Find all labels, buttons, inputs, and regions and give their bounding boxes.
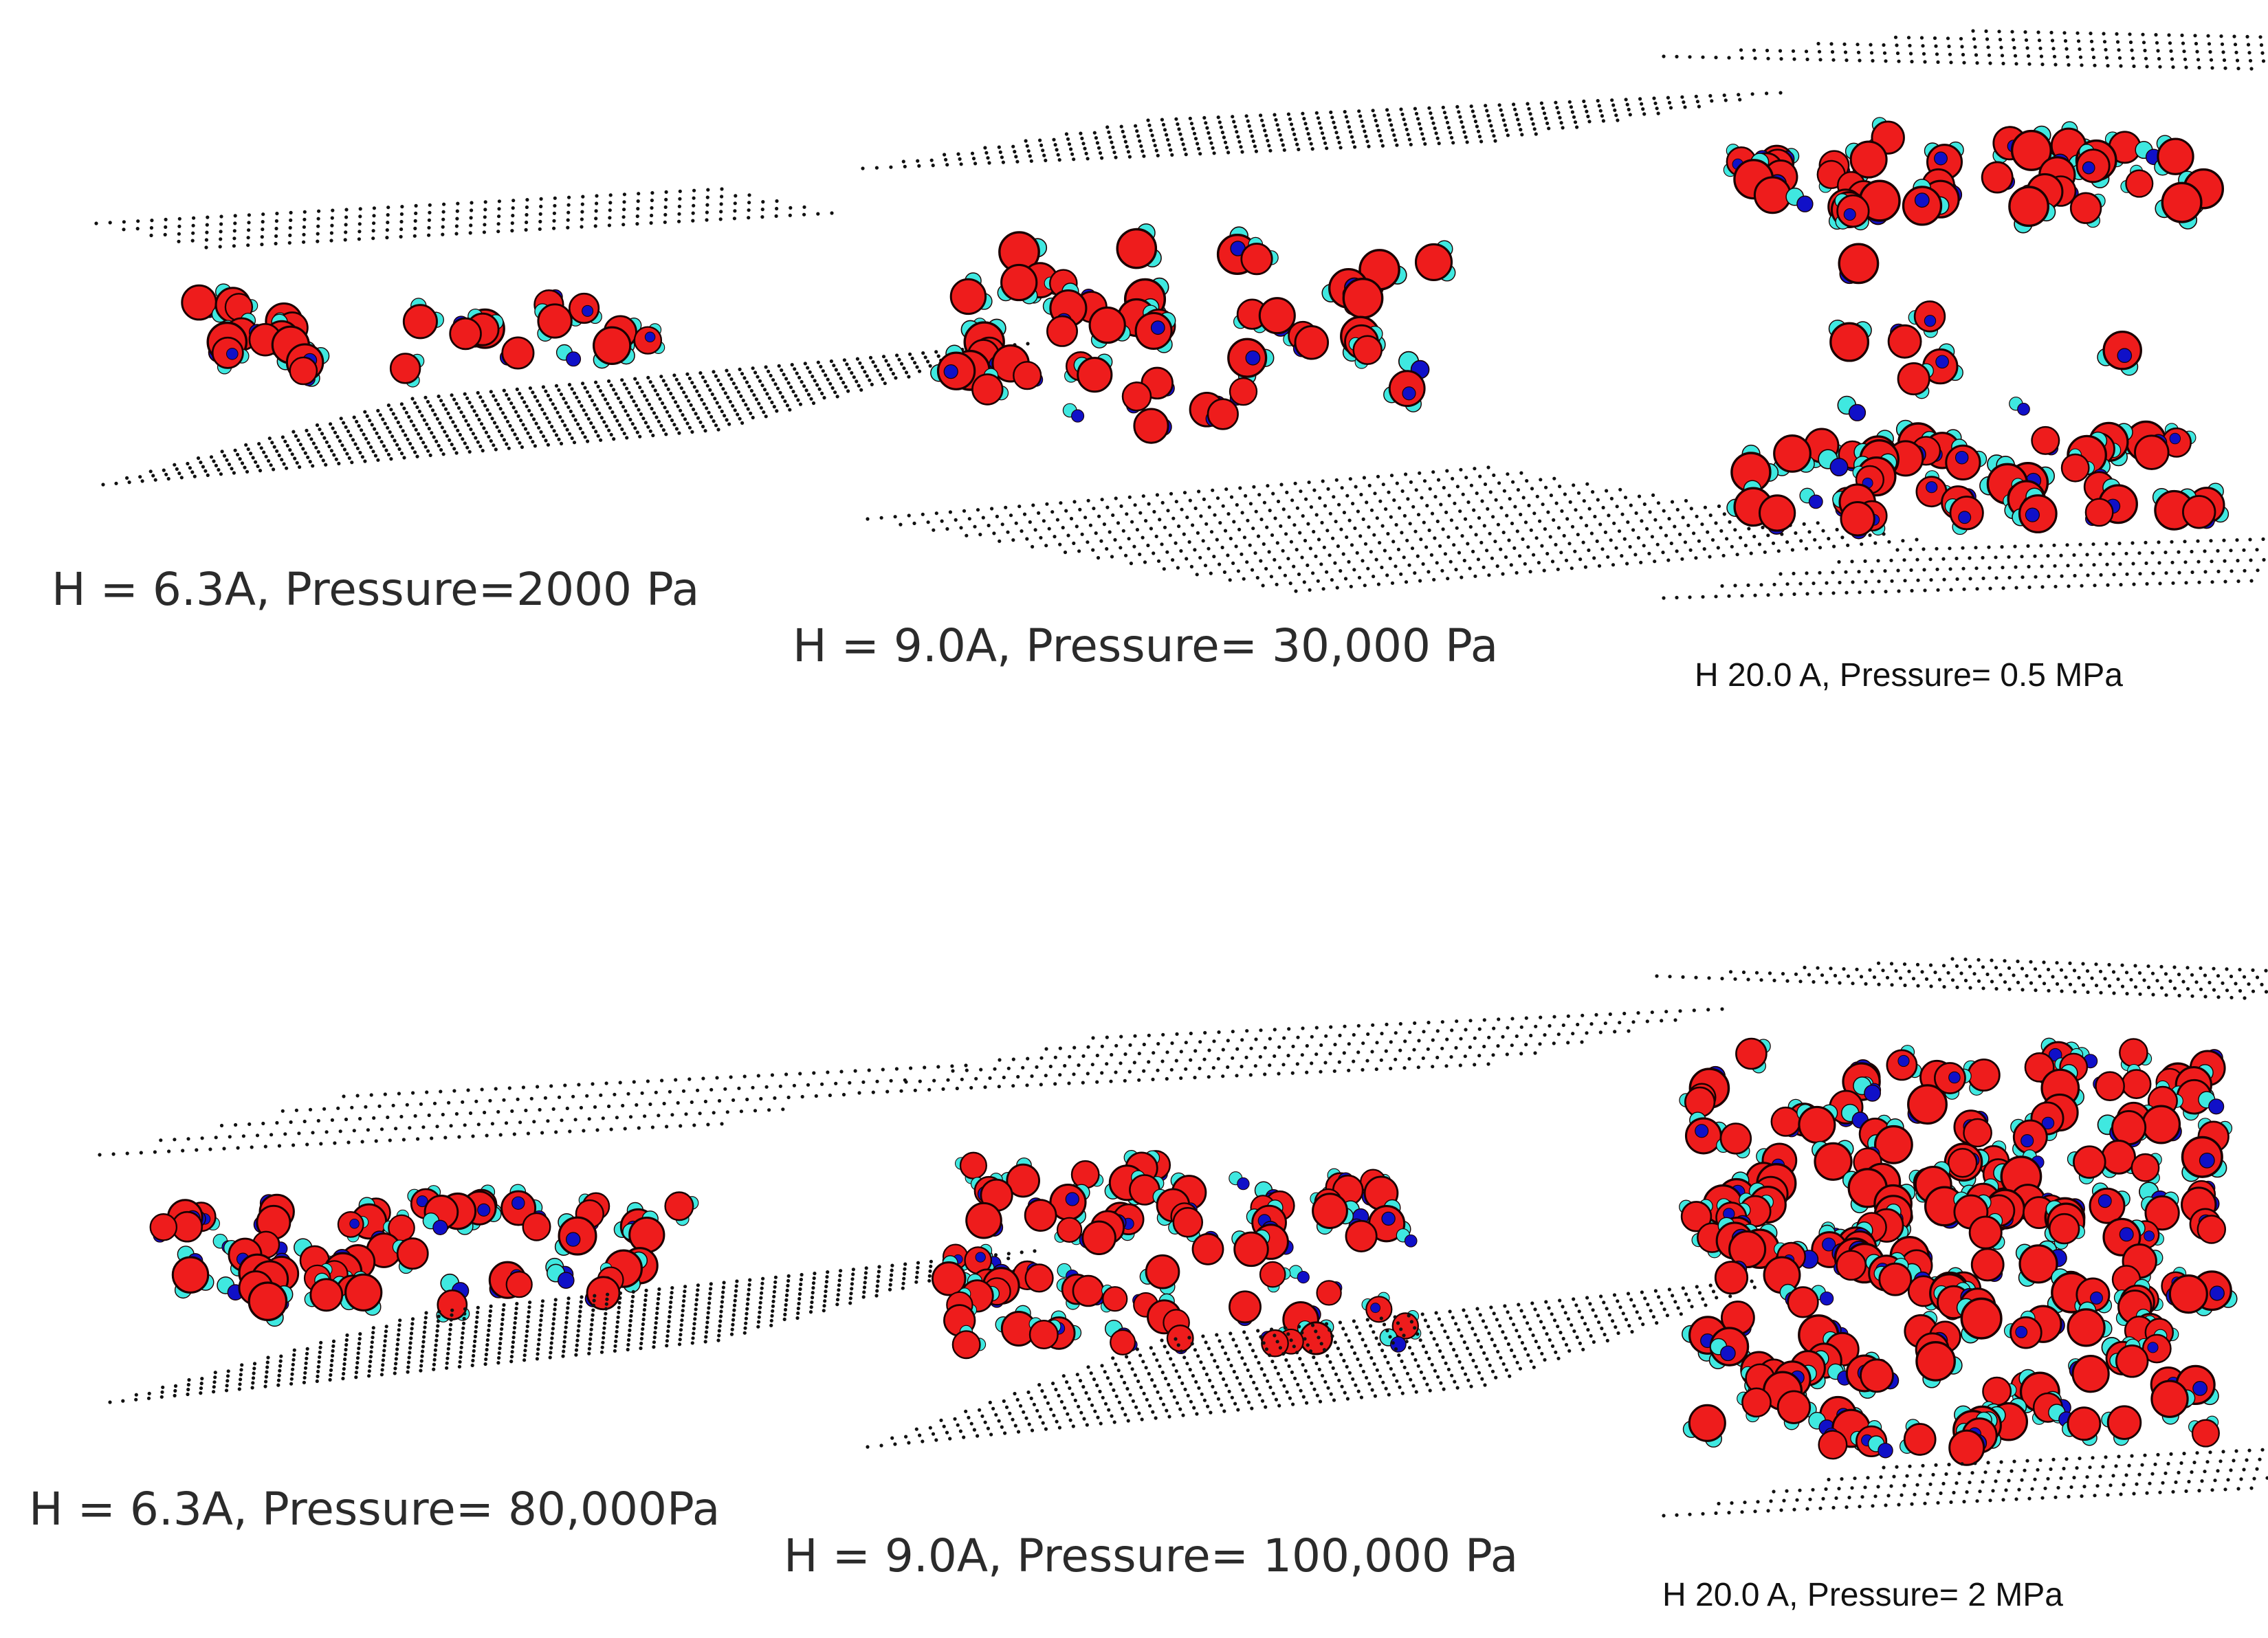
bottom-plate [108, 1249, 1037, 1404]
bottom-plate [1662, 537, 2266, 600]
top-plate [94, 187, 834, 250]
top-plate [1655, 957, 2268, 1000]
bottom-plate [101, 342, 1030, 487]
molecule-layer [1723, 117, 2230, 540]
molecule-layer [931, 1149, 1422, 1360]
panel-caption: H = 6.3A, Pressure=2000 Pa [52, 563, 699, 616]
bottom-plate [1662, 1448, 2268, 1518]
molecule-layer [149, 1184, 699, 1327]
top-plate [1662, 29, 2266, 71]
top-plate [98, 1063, 968, 1157]
panel-6: H 20.0 A, Pressure= 2 MPa [1655, 957, 2268, 1613]
panel-caption: H 20.0 A, Pressure= 0.5 MPa [1695, 657, 2123, 694]
panel-caption: H = 6.3A, Pressure= 80,000Pa [29, 1483, 720, 1536]
bottom-plate [866, 465, 1919, 593]
panel-3: H 20.0 A, Pressure= 0.5 MPa [1662, 29, 2266, 694]
molecule-layer [181, 283, 665, 388]
molecule-layer [1679, 1037, 2238, 1466]
panel-1: H = 6.3A, Pressure=2000 Pa [52, 187, 1030, 616]
top-plate [857, 1007, 1724, 1095]
panel-4: H = 6.3A, Pressure= 80,000Pa [29, 1063, 1037, 1536]
bottom-plate [866, 1276, 1781, 1449]
panel-5: H = 9.0A, Pressure= 100,000 Pa [784, 1007, 1781, 1582]
panel-caption: H = 9.0A, Pressure= 30,000 Pa [793, 619, 1498, 672]
panel-caption: H = 9.0A, Pressure= 100,000 Pa [784, 1529, 1518, 1582]
panel-2: H = 9.0A, Pressure= 30,000 Pa [793, 91, 1919, 672]
panel-caption: H 20.0 A, Pressure= 2 MPa [1662, 1577, 2063, 1613]
molecule-layer [930, 223, 1456, 444]
top-plate [861, 91, 1783, 170]
